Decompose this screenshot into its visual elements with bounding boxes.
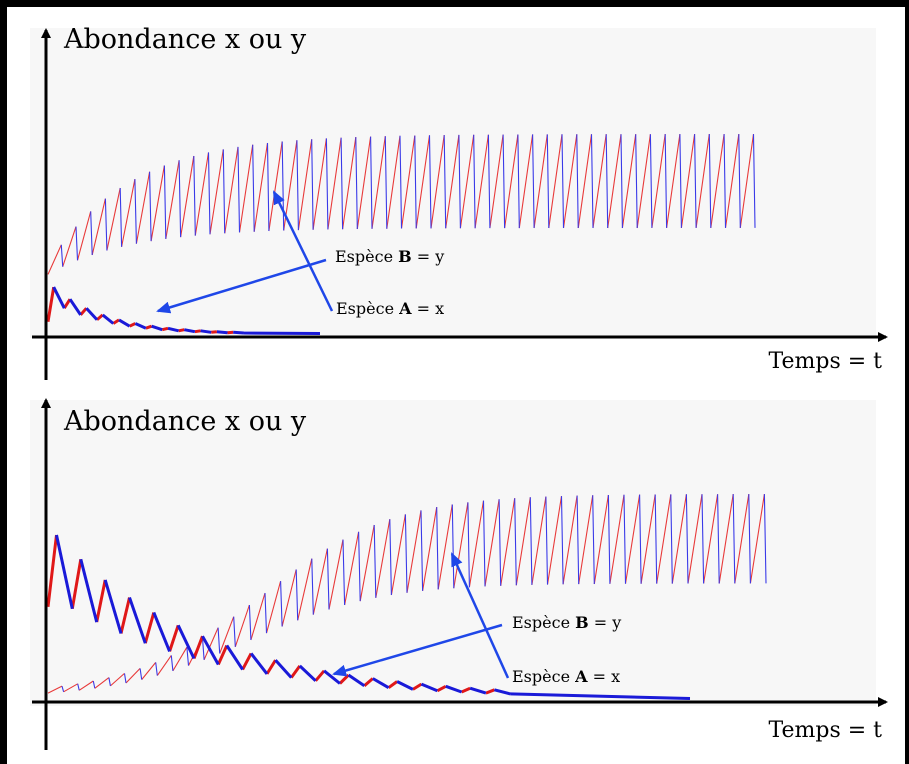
panel-1-series-a-curve bbox=[46, 286, 321, 335]
panel-2: Abondance x ou y Temps = t Espèce B = y … bbox=[30, 398, 888, 750]
annotation-a-bold: A bbox=[574, 667, 588, 686]
panel-2-annotation-b-arrow bbox=[332, 623, 503, 677]
panel-2-x-axis-label: Temps = t bbox=[769, 718, 883, 743]
svg-text:Espèce B = y: Espèce B = y bbox=[335, 247, 444, 266]
panel-1-annotation-a-arrow bbox=[272, 190, 334, 312]
annotation-a-suffix: = x bbox=[412, 299, 445, 318]
panel-1-annotation-a: Espèce A = x bbox=[272, 190, 444, 318]
panel-1-y-axis-label: Abondance x ou y bbox=[63, 24, 307, 55]
series-a-rising-segments bbox=[46, 286, 234, 335]
panel-1-background bbox=[30, 28, 876, 338]
annotation-b-prefix: Espèce bbox=[335, 247, 398, 266]
series-b-falling-segments bbox=[61, 494, 767, 692]
panel-2-series-b-curve bbox=[47, 494, 767, 694]
panel-2-annotation-a-arrow bbox=[450, 552, 510, 679]
series-b-rising-segments bbox=[47, 134, 755, 275]
series-a-rising-segments bbox=[46, 534, 495, 695]
annotation-a-suffix: = x bbox=[588, 667, 621, 686]
annotation-a-prefix: Espèce bbox=[336, 299, 399, 318]
series-a-falling-segments bbox=[55, 534, 691, 700]
annotation-b-prefix: Espèce bbox=[512, 613, 575, 632]
panel-1-x-axis-label: Temps = t bbox=[769, 349, 883, 374]
series-b-falling-segments bbox=[60, 134, 756, 267]
series-b-rising-segments bbox=[47, 494, 765, 694]
panel-2-y-axis-label: Abondance x ou y bbox=[63, 406, 307, 437]
svg-text:Espèce A = x: Espèce A = x bbox=[336, 299, 444, 318]
annotation-b-suffix: = y bbox=[412, 247, 445, 266]
panel-2-annotation-a: Espèce A = x bbox=[450, 552, 620, 686]
panel-1-annotation-b: Espèce B = y bbox=[156, 247, 444, 314]
series-a-falling-segments bbox=[52, 286, 321, 335]
annotation-b-bold: B bbox=[398, 247, 412, 266]
panel-1-annotation-b-arrow bbox=[156, 258, 327, 314]
panel-2-annotation-b: Espèce B = y bbox=[332, 613, 621, 677]
annotation-b-suffix: = y bbox=[589, 613, 622, 632]
annotation-a-prefix: Espèce bbox=[512, 667, 575, 686]
panel-1-series-b-curve bbox=[47, 134, 756, 275]
svg-text:Espèce A = x: Espèce A = x bbox=[512, 667, 620, 686]
panel-1: Abondance x ou y Temps = t Espèce B = y … bbox=[30, 24, 888, 380]
annotation-b-bold: B bbox=[575, 613, 589, 632]
svg-text:Espèce B = y: Espèce B = y bbox=[512, 613, 621, 632]
panel-2-series-a-curve bbox=[46, 534, 691, 700]
annotation-a-bold: A bbox=[398, 299, 412, 318]
